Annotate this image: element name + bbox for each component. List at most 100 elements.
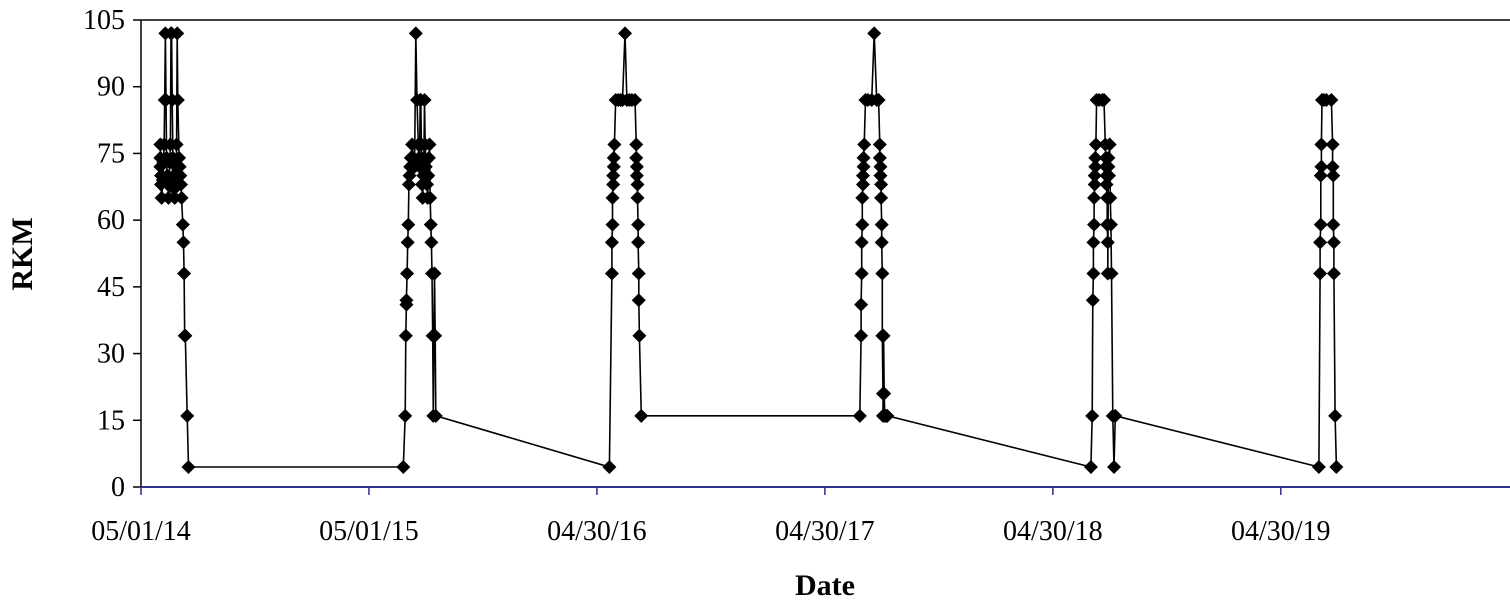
data-point <box>180 408 195 423</box>
y-tick-label: 0 <box>111 472 125 503</box>
data-point <box>169 137 184 152</box>
data-point <box>428 328 443 343</box>
data-point <box>1085 293 1100 308</box>
data-point <box>400 266 415 281</box>
data-point <box>1329 459 1344 474</box>
data-point <box>181 459 196 474</box>
data-point <box>629 159 644 174</box>
data-point <box>1313 168 1328 183</box>
data-point <box>1311 459 1326 474</box>
data-point <box>1102 137 1117 152</box>
data-point <box>872 137 887 152</box>
data-point <box>1326 217 1341 232</box>
data-point <box>1103 217 1118 232</box>
data-point <box>631 235 646 250</box>
data-point <box>876 328 891 343</box>
data-point <box>604 266 619 281</box>
x-axis-title: Date <box>795 569 855 602</box>
data-point <box>401 177 416 192</box>
data-point <box>634 408 649 423</box>
data-point <box>174 190 189 205</box>
x-axis: 05/01/14 05/01/15 04/30/16 04/30/17 04/30/18… <box>91 487 1331 547</box>
data-point <box>630 190 645 205</box>
data-point <box>852 408 867 423</box>
data-point <box>857 137 872 152</box>
data-point <box>423 217 438 232</box>
data-point <box>408 26 423 41</box>
data-point <box>872 150 887 165</box>
data-point <box>1313 235 1328 250</box>
data-point <box>1087 190 1102 205</box>
data-point <box>874 190 889 205</box>
data-point <box>1107 459 1122 474</box>
data-point <box>880 408 895 423</box>
data-point <box>170 26 185 41</box>
data-point <box>605 190 620 205</box>
data-point <box>871 93 886 108</box>
data-point <box>874 217 889 232</box>
data-point <box>618 26 633 41</box>
data-point <box>607 137 622 152</box>
data-point <box>400 235 415 250</box>
data-point <box>874 235 889 250</box>
x-tick-label: 05/01/14 <box>91 516 191 547</box>
data-point <box>417 93 432 108</box>
data-point <box>867 26 882 41</box>
series-line <box>159 32 1338 469</box>
data-point <box>854 297 869 312</box>
data-point <box>1101 159 1116 174</box>
data-point <box>1326 235 1341 250</box>
data-point <box>1083 459 1098 474</box>
data-point <box>854 235 869 250</box>
data-point <box>1325 159 1340 174</box>
data-point <box>1100 235 1115 250</box>
data-point <box>631 293 646 308</box>
x-tick-label: 04/30/17 <box>775 516 875 547</box>
data-point <box>1326 168 1341 183</box>
data-point <box>1103 190 1118 205</box>
data-point <box>631 266 646 281</box>
data-point <box>1324 93 1339 108</box>
data-point <box>398 328 413 343</box>
data-point <box>855 217 870 232</box>
data-point <box>1097 93 1112 108</box>
y-tick-label: 30 <box>97 339 125 370</box>
data-point <box>170 93 185 108</box>
data-point <box>630 177 645 192</box>
data-point <box>1086 235 1101 250</box>
data-point <box>602 459 617 474</box>
data-point <box>604 235 619 250</box>
data-point <box>856 159 871 174</box>
y-tick-label: 105 <box>83 5 125 36</box>
y-tick-label: 75 <box>97 138 125 169</box>
y-tick-label: 45 <box>97 272 125 303</box>
data-point <box>422 137 437 152</box>
data-point <box>628 93 643 108</box>
data-point <box>606 168 621 183</box>
data-point <box>173 168 188 183</box>
data-point <box>855 168 870 183</box>
x-tick-label: 05/01/15 <box>319 516 419 547</box>
data-point <box>175 217 190 232</box>
data-point <box>1087 168 1102 183</box>
data-point <box>1314 159 1329 174</box>
data-point <box>1104 266 1119 281</box>
data-point <box>875 266 890 281</box>
data-point <box>1086 266 1101 281</box>
data-point <box>424 235 439 250</box>
data-point <box>606 177 621 192</box>
data-point <box>1313 217 1328 232</box>
data-point <box>420 177 435 192</box>
data-point <box>629 150 644 165</box>
data-point <box>1314 137 1329 152</box>
data-point <box>1088 150 1103 165</box>
data-point <box>855 190 870 205</box>
x-tick-label: 04/30/19 <box>1231 516 1331 547</box>
y-tick-label: 15 <box>97 405 125 436</box>
y-tick-label: 90 <box>97 72 125 103</box>
data-point <box>632 328 647 343</box>
data-point <box>877 386 892 401</box>
data-point <box>874 177 889 192</box>
data-point <box>172 150 187 165</box>
